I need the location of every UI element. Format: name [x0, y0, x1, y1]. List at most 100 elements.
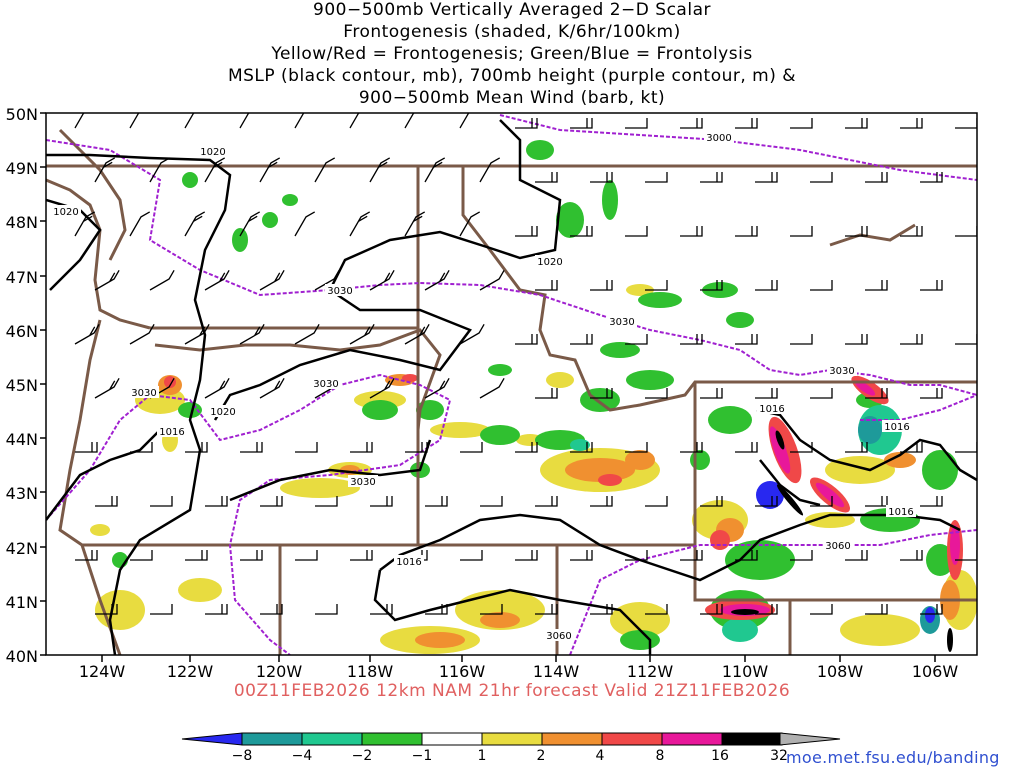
wind-barb — [259, 157, 281, 183]
wind-barb — [294, 323, 320, 345]
wind-barb — [184, 113, 196, 129]
colorbar-cell — [301, 732, 363, 746]
wind-barb — [735, 118, 758, 129]
colorbar-tick: −2 — [352, 748, 373, 764]
political-borders — [46, 128, 977, 655]
wind-barb — [955, 442, 977, 453]
colorbar-tick: 4 — [596, 748, 605, 764]
wind-barb — [955, 334, 977, 345]
lon-label: 122W — [167, 662, 214, 681]
wind-barb — [369, 377, 395, 399]
wind-barb — [240, 442, 263, 453]
wind-barb — [865, 388, 888, 399]
wind-barb — [680, 118, 703, 129]
wind-barb — [535, 496, 558, 507]
site-credit-link[interactable]: moe.met.fsu.edu/banding — [786, 748, 1000, 767]
title-line-2: Frontogenesis (shaded, K/6hr/100km) — [343, 22, 681, 42]
mslp-label: 1020 — [210, 407, 235, 418]
wind-barb — [74, 113, 86, 129]
wind-barb — [239, 323, 265, 345]
lat-label: 45N — [6, 376, 38, 395]
wind-barb — [515, 334, 538, 345]
mslp-label: 1016 — [396, 557, 421, 568]
colorbar-tick: −4 — [292, 748, 313, 764]
title-line-5: 900−500mb Mean Wind (barb, kt) — [358, 88, 666, 108]
wind-barb — [625, 442, 648, 453]
wind-barb — [184, 323, 210, 345]
wind-barb — [204, 269, 230, 291]
colorbar-cell — [661, 732, 723, 746]
lon-label: 116W — [439, 662, 486, 681]
wind-barb — [645, 604, 668, 615]
wind-barb — [95, 604, 118, 615]
wind-barb — [570, 550, 593, 561]
height-label: 3060 — [546, 631, 571, 642]
wind-barb — [294, 113, 305, 129]
wind-barb — [680, 442, 703, 453]
wind-barb — [259, 269, 285, 291]
latitude-labels: 50N 49N 48N 47N 46N 45N 44N 43N 42N 41N … — [6, 105, 38, 666]
wind-barb — [700, 604, 723, 615]
wind-barb — [755, 280, 778, 291]
height-label: 3060 — [825, 541, 850, 552]
wind-barb — [955, 226, 977, 237]
wind-barb — [260, 496, 283, 507]
colorbar-cell — [421, 732, 483, 746]
colorbar-tick: 8 — [656, 748, 665, 764]
wind-barb — [845, 226, 868, 237]
plot-frame — [45, 112, 978, 656]
wind-barb — [130, 550, 153, 561]
wind-barb — [315, 496, 338, 507]
wind-barb — [755, 172, 778, 183]
wind-barb — [205, 604, 228, 615]
wind-barb — [920, 280, 943, 291]
wind-barb — [459, 211, 481, 237]
wind-barb — [515, 226, 538, 237]
wind-barb — [865, 496, 888, 507]
wind-barb — [459, 323, 485, 345]
colorbar-tick: −8 — [232, 748, 253, 764]
wind-barb — [149, 269, 175, 291]
wind-barb — [865, 172, 888, 183]
wind-barb — [480, 604, 503, 615]
wind-barb — [239, 211, 261, 237]
height-labels: 3000 3030 3030 3030 3030 3030 3030 3060 … — [129, 131, 857, 642]
wind-barb — [845, 550, 868, 561]
wind-barb — [590, 280, 613, 291]
wind-barb — [790, 442, 813, 453]
wind-barb — [680, 334, 703, 345]
wind-barb — [460, 550, 483, 561]
lon-label: 112W — [627, 662, 674, 681]
wind-barb — [240, 550, 263, 561]
wind-barb — [900, 226, 923, 237]
colorbar-tick: 16 — [711, 748, 729, 764]
wind-barb — [680, 226, 703, 237]
wind-barb — [74, 323, 100, 345]
wind-barb — [570, 118, 593, 129]
wind-barb — [590, 172, 613, 183]
wind-barb — [205, 496, 228, 507]
wind-barb — [424, 377, 450, 399]
wind-barb — [480, 496, 503, 507]
height-label: 3000 — [706, 133, 731, 144]
wind-barb — [535, 172, 558, 183]
height-label: 3030 — [609, 317, 634, 328]
wind-barb — [424, 157, 446, 183]
wind-barb — [865, 280, 888, 291]
wind-barb — [845, 442, 868, 453]
height-label: 3030 — [131, 388, 156, 399]
wind-barb — [260, 604, 283, 615]
wind-barb — [314, 157, 336, 183]
title-line-4: MSLP (black contour, mb), 700mb height (… — [227, 66, 797, 86]
wind-barb — [204, 377, 230, 399]
wind-barb — [479, 157, 501, 183]
valid-time-line: 00Z11FEB2026 12km NAM 21hr forecast Vali… — [233, 681, 791, 701]
wind-barb — [370, 604, 393, 615]
wind-barb — [920, 496, 943, 507]
height-label: 3030 — [829, 366, 854, 377]
wind-barb — [790, 334, 813, 345]
wind-barb — [955, 118, 977, 129]
lon-label: 110W — [722, 662, 769, 681]
wind-barb — [700, 172, 723, 183]
